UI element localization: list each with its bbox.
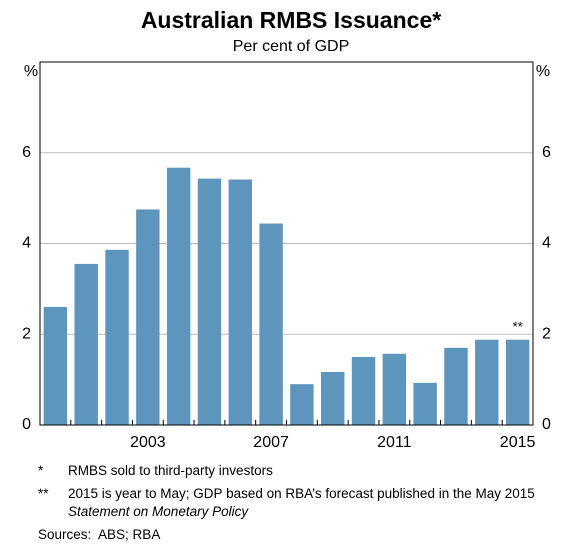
sources-text: ABS; RBA — [98, 527, 161, 542]
chart-subtitle: Per cent of GDP — [233, 38, 350, 55]
y2-tick-label: 6 — [542, 144, 551, 161]
annotation: ** — [513, 319, 523, 334]
y2-tick-label: 2 — [542, 325, 551, 342]
bar — [505, 339, 530, 425]
y-unit: % — [24, 63, 38, 80]
bar — [43, 307, 68, 425]
y2-tick-label: 0 — [542, 416, 551, 433]
bar — [105, 249, 129, 425]
footnote-text: 2015 is year to May; GDP based on RBA’s … — [68, 485, 568, 521]
y2-tick-label: 4 — [542, 235, 551, 252]
footnote-text-main: 2015 is year to May; GDP based on RBA’s … — [68, 486, 535, 501]
x-tick-label: 2011 — [377, 434, 412, 451]
x-tick-label: 2003 — [130, 434, 166, 451]
bar — [166, 167, 191, 425]
y-tick-label: 4 — [22, 235, 31, 252]
bar — [444, 347, 468, 425]
chart: Australian RMBS Issuance* Per cent of GD… — [22, 7, 551, 451]
footnote-text: RMBS sold to third-party investors — [68, 463, 273, 478]
x-tick-label: 2007 — [253, 434, 289, 451]
bar — [228, 179, 252, 425]
y-tick-label: 0 — [22, 416, 31, 433]
chart-title: Australian RMBS Issuance* — [141, 7, 441, 33]
bar — [475, 339, 499, 425]
bar — [290, 384, 314, 425]
bar — [413, 382, 437, 425]
sources-label: Sources: — [38, 527, 92, 542]
footnote-marker: ** — [38, 486, 49, 501]
x-tick-label: 2015 — [500, 434, 536, 451]
y-tick-label: 6 — [22, 144, 31, 161]
bar — [197, 178, 222, 425]
sources: Sources: ABS; RBA — [38, 526, 160, 544]
y-tick-label: 2 — [22, 325, 31, 342]
bar — [74, 263, 98, 425]
footnote-italic: Statement on Monetary Policy — [68, 504, 249, 519]
bar — [321, 371, 345, 425]
bar — [382, 353, 407, 425]
plot-frame — [39, 61, 534, 426]
y2-unit: % — [536, 63, 550, 80]
bar — [136, 209, 160, 425]
footnote-marker: * — [38, 463, 44, 478]
bar — [351, 356, 376, 425]
bar — [259, 223, 283, 425]
